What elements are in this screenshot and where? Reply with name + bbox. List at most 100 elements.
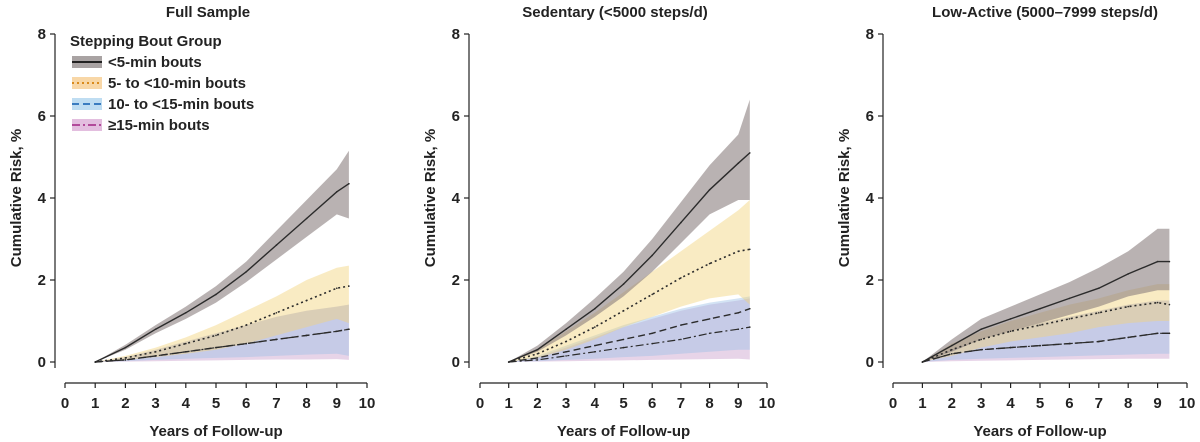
chart-panel-1: Full Sample 0 2 4 6 8 0 1 2 3 4 5 6 7 8 9 10 Years of Fol… xyxy=(8,4,375,440)
data-point xyxy=(737,162,740,164)
series-line-2 xyxy=(508,248,750,363)
x-tick-label: 8 xyxy=(1124,395,1132,412)
x-tick-label: 0 xyxy=(61,395,69,412)
x-tick-label: 6 xyxy=(1065,395,1073,412)
data-point xyxy=(708,318,711,320)
legend: Stepping Bout Group <5-min bouts 5- to <10… xyxy=(70,33,254,134)
x-tick-label: 2 xyxy=(533,395,541,412)
data-point xyxy=(536,357,539,359)
series-line-4 xyxy=(922,332,1170,363)
data-point xyxy=(1068,297,1071,300)
y-tick-label: 2 xyxy=(452,272,460,289)
data-point xyxy=(305,299,308,302)
data-point xyxy=(565,355,567,357)
data-point xyxy=(651,342,653,345)
data-point xyxy=(348,182,350,185)
data-point xyxy=(622,346,625,349)
data-point xyxy=(737,328,740,331)
data-point xyxy=(1127,336,1129,339)
x-tick-label: 1 xyxy=(91,395,99,412)
data-point xyxy=(1039,307,1041,310)
x-tick-label: 4 xyxy=(182,395,191,412)
data-point xyxy=(921,361,924,363)
x-tick-label: 0 xyxy=(889,395,897,412)
x-tick-label: 2 xyxy=(948,395,956,412)
data-point xyxy=(680,324,682,326)
x-tick-label: 4 xyxy=(591,395,600,412)
y-axis-label: Cumulative Risk, % xyxy=(422,129,439,267)
data-point xyxy=(1098,287,1100,290)
y-tick-label: 0 xyxy=(452,354,460,371)
x-tick-label: 7 xyxy=(677,395,685,412)
series-line-4 xyxy=(95,328,350,363)
x-tick-label: 9 xyxy=(333,395,341,412)
data-point xyxy=(737,250,740,253)
data-point xyxy=(185,342,187,345)
x-tick-label: 1 xyxy=(505,395,513,412)
x-tick-label: 6 xyxy=(242,395,250,412)
x-tick-label: 5 xyxy=(1036,395,1044,412)
data-point xyxy=(1068,342,1071,345)
data-point xyxy=(536,359,539,361)
legend-label-1: <5-min bouts xyxy=(108,54,202,71)
data-point xyxy=(651,332,653,335)
x-tick-label: 7 xyxy=(1095,395,1103,412)
ci-band-4 xyxy=(508,298,750,362)
data-point xyxy=(245,342,247,345)
data-point xyxy=(1168,303,1171,306)
series-line-1 xyxy=(94,183,350,363)
data-point xyxy=(980,328,982,331)
data-point xyxy=(565,328,567,331)
data-point xyxy=(124,359,127,361)
data-point xyxy=(565,340,567,343)
y-tick-label: 4 xyxy=(452,190,461,207)
ci-band-2 xyxy=(95,265,349,362)
x-tick-label: 5 xyxy=(212,395,220,412)
data-point xyxy=(305,334,308,337)
legend-title: Stepping Bout Group xyxy=(70,33,222,50)
data-point xyxy=(708,262,711,265)
x-axis-label: Years of Follow-up xyxy=(149,423,282,440)
data-point xyxy=(245,271,247,273)
x-tick-label: 4 xyxy=(1006,395,1015,412)
legend-label-4: ≥15-min bouts xyxy=(108,117,210,134)
data-point xyxy=(1098,340,1100,343)
data-point xyxy=(536,348,539,351)
y-tick-label: 4 xyxy=(866,190,875,207)
x-tick-label: 3 xyxy=(562,395,570,412)
data-point xyxy=(245,324,247,326)
ci-band-3 xyxy=(508,296,750,362)
data-point xyxy=(1039,324,1041,326)
data-point xyxy=(737,312,740,314)
x-tick-label: 8 xyxy=(302,395,310,412)
data-point xyxy=(749,307,751,310)
ci-band-4 xyxy=(922,300,1170,362)
data-point xyxy=(622,310,625,312)
data-point xyxy=(651,293,653,296)
data-point xyxy=(749,152,751,154)
series-line-3 xyxy=(508,308,751,363)
data-point xyxy=(951,348,953,351)
data-point xyxy=(622,283,625,285)
x-tick-label: 5 xyxy=(619,395,627,412)
y-tick-label: 8 xyxy=(452,26,460,43)
y-tick-label: 8 xyxy=(866,26,874,43)
data-point xyxy=(336,287,338,290)
data-point xyxy=(1156,332,1159,335)
y-tick-label: 4 xyxy=(38,190,47,207)
data-point xyxy=(680,338,682,341)
data-point xyxy=(1156,260,1159,263)
data-point xyxy=(749,248,751,251)
data-point xyxy=(708,332,711,335)
ci-band-2 xyxy=(922,284,1170,362)
data-point xyxy=(1009,330,1012,333)
data-point xyxy=(185,312,187,314)
data-point xyxy=(348,285,350,287)
data-point xyxy=(1168,260,1171,263)
x-tick-label: 3 xyxy=(977,395,985,412)
data-point xyxy=(1156,301,1159,304)
data-point xyxy=(154,355,157,357)
legend-label-2: 5- to <10-min bouts xyxy=(108,75,246,92)
ci-band-2 xyxy=(508,200,750,362)
